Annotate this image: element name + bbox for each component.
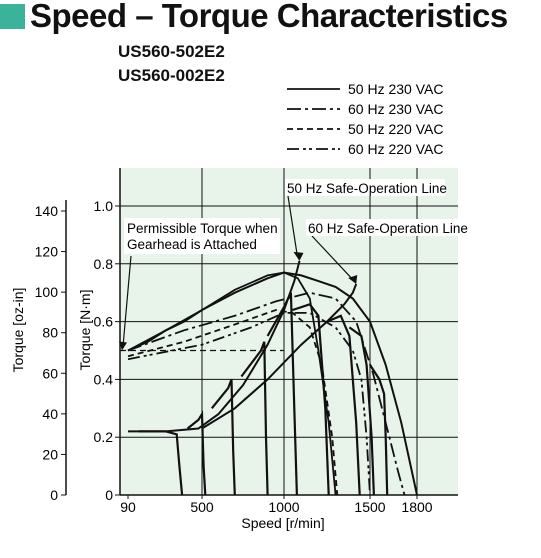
series-line-2 [127,291,406,496]
y-tick-label-oz-7: 140 [35,203,59,219]
x-tick-label-3: 1500 [354,499,385,515]
y-tick-label-oz-6: 120 [35,244,59,260]
y-tick-label-nm-2: 0.4 [94,371,114,387]
droop-curve-3 [210,379,236,496]
y-tick-label-oz-2: 40 [42,406,58,422]
y-tick-label-nm-4: 0.8 [94,256,114,272]
droop-curve-2 [186,410,207,496]
series-line-3 [127,309,339,496]
x-tick-label-4: 1800 [401,499,432,515]
x-axis-label: Speed [r/min] [241,515,324,531]
y-tick-label-nm-0: 0 [105,487,113,503]
legend-label-2: 60 Hz 230 VAC [348,101,443,117]
y-tick-label-oz-1: 20 [42,446,58,462]
droop-curve-8 [348,326,375,496]
legend-label-4: 60 Hz 220 VAC [348,141,443,157]
droop-curve-7 [326,314,361,496]
y-tick-label-oz-5: 100 [35,284,59,300]
droop-curve-6 [292,303,330,496]
y-tick-label-oz-3: 60 [42,365,58,381]
y-tick-label-oz-0: 0 [50,487,58,503]
safe-60-label-bg [306,219,466,236]
page-title: Speed – Torque Characteristics [30,0,508,34]
y-axis-label-left: Torque [oz-in] [10,288,26,373]
y-tick-label-nm-5: 1.0 [94,198,114,214]
tick-labels: 0 0.2 0.4 0.6 0.8 1.0 0 20 40 60 80 100 120 140 90 500 1… [35,198,433,515]
permissible-leader [122,255,132,347]
y-tick-label-nm-3: 0.6 [94,314,114,330]
legend-label-1: 50 Hz 230 VAC [348,81,443,97]
safe-operation-60hz-line [201,283,358,430]
safe-50-leader [287,195,299,258]
safe-50-arrowhead [293,251,304,261]
permissible-arrowhead [119,341,127,351]
title-marker [0,4,25,29]
safe-operation-50hz-line [128,260,301,433]
x-tick-label-1: 500 [190,499,214,515]
y-tick-label-oz-4: 80 [42,325,58,341]
model-name-2: US560-002E2 [118,66,225,85]
series-line-4 [127,312,371,496]
droop-curve-4 [240,341,269,496]
annotations: Permissible Torque when Gearhead is Atta… [124,179,468,254]
curves [119,195,418,496]
axes [65,168,458,496]
y-axis-label-right: Torque [N·m] [77,290,93,371]
permissible-label-line2: Gearhead is Attached [127,237,257,252]
safe-60-label: 60 Hz Safe-Operation Line [308,221,468,236]
safe-50-label-bg [285,179,445,196]
series-line-1 [127,271,337,496]
safe-50-label: 50 Hz Safe-Operation Line [287,181,447,196]
permissible-label-line1: Permissible Torque when [127,221,278,236]
y-tick-label-nm-1: 0.2 [94,429,114,445]
legend-label-3: 50 Hz 220 VAC [348,121,443,137]
legend: 50 Hz 230 VAC 60 Hz 230 VAC 50 Hz 220 VAC 6… [287,81,443,157]
safe-60-leader [311,235,354,281]
model-name-1: US560-502E2 [118,42,225,61]
droop-curve-9 [369,364,389,496]
x-tick-label-0: 90 [120,499,136,515]
x-tick-label-2: 1000 [268,499,299,515]
annotation-bg [124,218,280,254]
